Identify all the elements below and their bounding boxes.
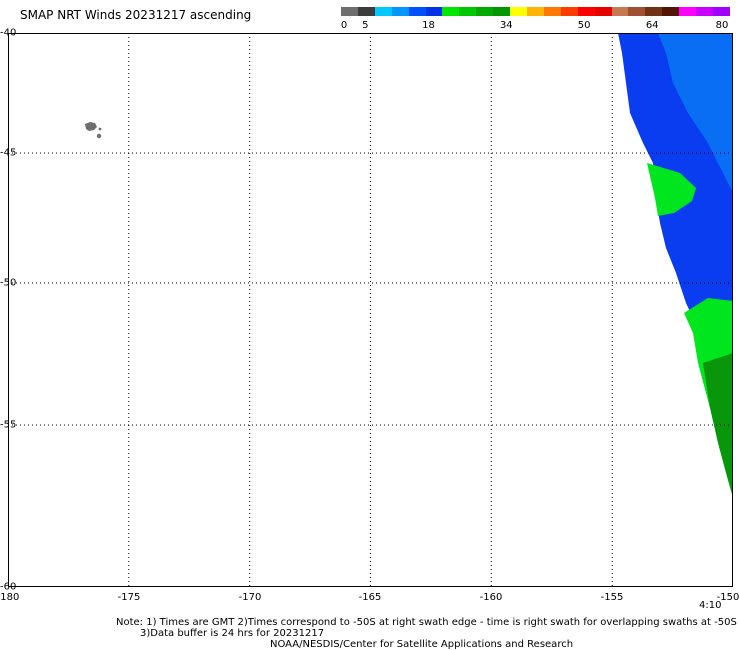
island-dot-small <box>98 127 102 131</box>
y-tick-label: -45 <box>0 147 17 159</box>
colorbar-segment <box>510 7 527 16</box>
colorbar-segment <box>391 7 409 16</box>
x-tick-label: -180 <box>0 592 20 603</box>
note-line-1: Note: 1) Times are GMT 2)Times correspon… <box>116 617 737 628</box>
time-label: 4:10 <box>699 600 722 611</box>
x-tick-label: -165 <box>358 592 382 603</box>
colorbar-segment <box>594 7 612 16</box>
colorbar-segment <box>374 7 392 16</box>
colorbar-segment <box>357 7 375 16</box>
colorbar-segment <box>408 7 426 16</box>
x-tick-label: -170 <box>238 592 262 603</box>
colorbar-label: 5 <box>362 20 369 31</box>
colorbar-segment <box>679 7 697 16</box>
colorbar-segment <box>493 7 511 16</box>
wind-swath-blue-light <box>658 33 733 193</box>
colorbar-segment <box>442 7 460 16</box>
colorbar-segment <box>662 7 680 16</box>
colorbar-segment <box>611 7 629 16</box>
colorbar-segment <box>628 7 646 16</box>
y-tick-label: -55 <box>0 419 17 431</box>
island-shape <box>85 122 97 131</box>
wind-swath-green-dark <box>703 353 733 498</box>
colorbar-segment <box>459 7 477 16</box>
y-tick-label: -50 <box>0 277 17 289</box>
wind-map <box>8 33 733 587</box>
colorbar-label: 0 <box>340 20 348 31</box>
wind-speed-colorbar <box>341 7 730 16</box>
x-tick-label: -175 <box>117 592 141 603</box>
island-dot <box>96 133 102 139</box>
colorbar-label: 50 <box>577 20 591 31</box>
colorbar-segment <box>526 7 544 16</box>
colorbar-segment <box>476 7 494 16</box>
x-tick-label: -155 <box>600 592 624 603</box>
map-title: SMAP NRT Winds 20231217 ascending <box>20 8 252 22</box>
colorbar-segment <box>341 7 358 16</box>
colorbar-segment <box>560 7 578 16</box>
graticule <box>8 33 733 587</box>
colorbar-segment <box>645 7 663 16</box>
colorbar-segment <box>712 7 730 16</box>
wind-swath-green-patch <box>647 163 696 216</box>
colorbar-segment <box>696 7 713 16</box>
colorbar-label: 80 <box>715 20 729 31</box>
colorbar-segment <box>543 7 561 16</box>
colorbar-label: 34 <box>499 20 513 31</box>
y-tick-label: -60 <box>0 581 17 593</box>
wind-swath <box>618 33 733 498</box>
credit-line: NOAA/NESDIS/Center for Satellite Applica… <box>270 639 574 650</box>
land-islands <box>85 122 102 139</box>
colorbar-label: 64 <box>645 20 659 31</box>
colorbar-segment <box>425 7 443 16</box>
x-tick-label: -150 <box>716 592 740 603</box>
note-line-2: 3)Data buffer is 24 hrs for 20231217 <box>140 628 325 639</box>
colorbar-segment <box>577 7 595 16</box>
x-tick-label: -160 <box>479 592 503 603</box>
map-frame <box>8 33 733 587</box>
colorbar-label: 18 <box>422 20 435 31</box>
y-tick-label: -40 <box>0 27 17 39</box>
